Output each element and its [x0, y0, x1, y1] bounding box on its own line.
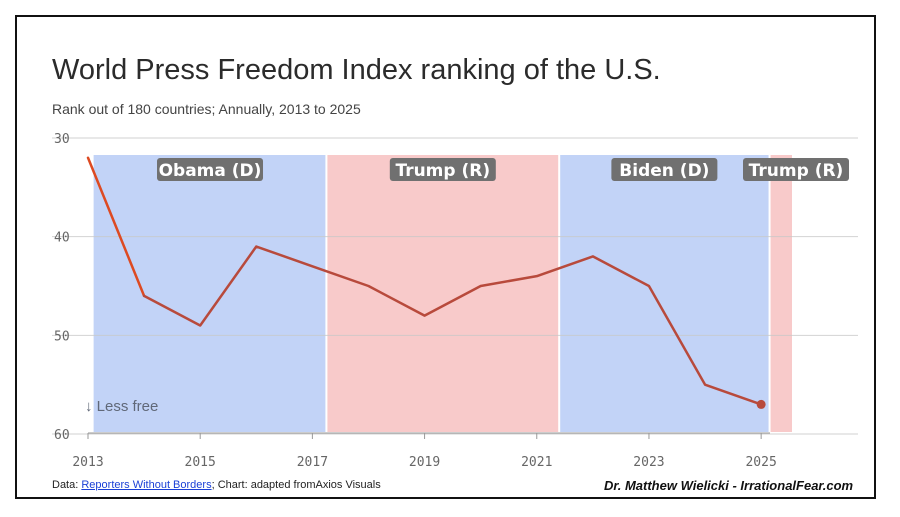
period-label-bg: [157, 158, 264, 181]
grid-lines: [52, 137, 858, 435]
footer-data-prefix: Data:: [52, 479, 82, 491]
x-tick-label: 2025: [745, 455, 776, 470]
x-tick-label: 2015: [185, 455, 216, 470]
x-tick-label: 2021: [521, 455, 552, 470]
presidency-band-1: [326, 155, 560, 432]
series-segment-start: [86, 156, 146, 298]
footer-chart-credit: ; Chart: adapted fromAxios Visuals: [211, 479, 381, 491]
source-link[interactable]: Reporters Without Borders: [81, 479, 212, 491]
period-label-text: Trump (R): [395, 161, 490, 181]
x-tick-label: 2017: [297, 455, 328, 470]
footer-author: Dr. Matthew Wielicki - IrrationalFear.co…: [604, 478, 854, 493]
period-label-2: Biden (D): [611, 158, 718, 181]
presidency-band-3: [769, 155, 792, 432]
y-tick-label: 40: [54, 231, 70, 246]
footer-source: Data: Reporters Without Borders; Chart: …: [52, 479, 381, 491]
presidency-bands: [93, 155, 792, 432]
y-tick-label: 50: [54, 329, 70, 344]
period-label-3: Trump (R): [743, 158, 849, 181]
series-line: [86, 156, 766, 409]
presidency-band-0: [93, 155, 327, 432]
y-tick-label: 30: [54, 132, 70, 147]
period-label-bg: [743, 158, 849, 181]
less-free-annotation: ↓ Less free: [85, 398, 158, 415]
x-axis-ticks: 2013 2015 2017 2019 2021 2023 2025: [72, 432, 777, 470]
presidency-band-2: [559, 155, 770, 432]
series-line-path: [142, 245, 763, 406]
period-label-1: Trump (R): [389, 158, 496, 181]
x-tick-label: 2013: [72, 455, 103, 470]
x-tick-label: 2023: [633, 455, 664, 470]
y-axis-ticks: 30 40 50 60: [54, 132, 70, 443]
y-tick-label: 60: [54, 428, 70, 443]
period-labels: Obama (D) Trump (R) Biden (D) Trump (R): [157, 158, 849, 181]
last-point-marker: [756, 399, 766, 409]
period-label-text: Trump (R): [749, 161, 844, 181]
chart-title: World Press Freedom Index ranking of the…: [52, 54, 661, 86]
period-label-bg: [389, 158, 496, 181]
period-label-bg: [611, 158, 718, 181]
period-label-text: Biden (D): [619, 161, 709, 181]
period-label-0: Obama (D): [157, 158, 264, 181]
x-tick-label: 2019: [409, 455, 440, 470]
chart-subtitle: Rank out of 180 countries; Annually, 201…: [52, 101, 361, 117]
period-label-text: Obama (D): [159, 161, 262, 181]
